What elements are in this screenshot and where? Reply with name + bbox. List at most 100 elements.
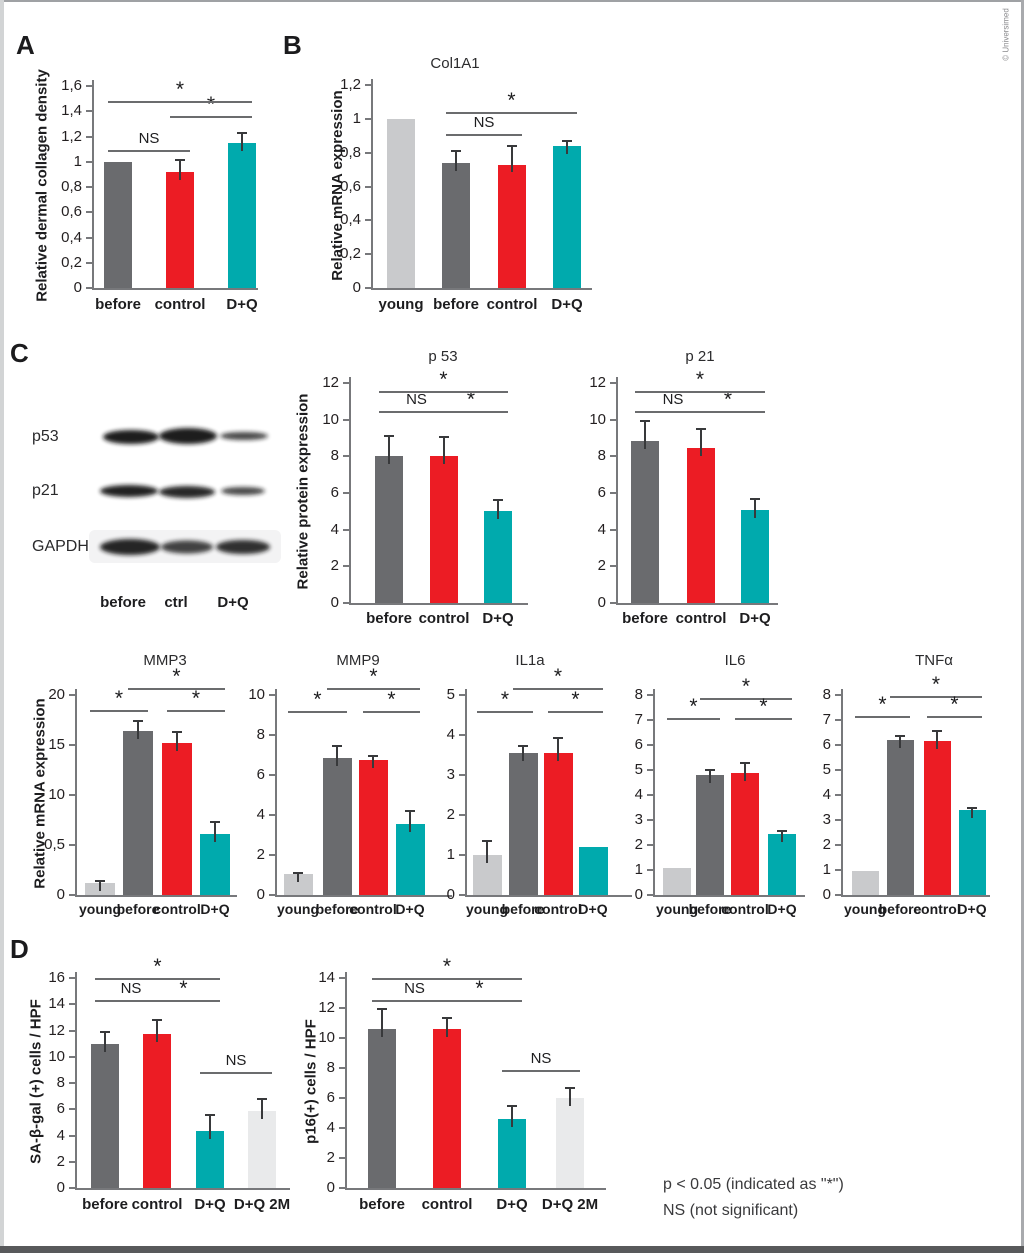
p21-sig-line (691, 410, 765, 413)
IL1a-x-axis (465, 895, 632, 897)
blot-band (103, 430, 159, 444)
D1-ytick-label: 10 (48, 1047, 65, 1065)
p21-sig-label: * (695, 368, 705, 392)
border-bottom (0, 1246, 1024, 1253)
TNFa-ytick-label: 2 (822, 836, 831, 853)
p53-ytick-label: 8 (330, 447, 339, 465)
MMP3-errorcap-D+Q (210, 821, 220, 823)
IL6-errorcap-D+Q (777, 830, 787, 833)
B-errorcap-control (507, 144, 517, 147)
D2-sig-line (437, 999, 522, 1002)
D1-sig-line (95, 999, 167, 1002)
D2-ytick-mark (339, 1127, 345, 1129)
IL1a-errorbar-before (522, 746, 524, 761)
p53-ytick-label: 12 (322, 374, 339, 391)
panel-label-c: C (10, 338, 29, 368)
p21-bar-control (687, 448, 715, 603)
D1-ytick-label: 0 (56, 1179, 65, 1196)
border-right (1021, 0, 1024, 1253)
D2-sig-line (372, 999, 457, 1002)
IL6-xlabel-young: young (656, 901, 698, 917)
MMP9-xlabel-control: control (349, 901, 397, 917)
A-ytick-mark (86, 85, 92, 87)
MMP9-sig-line (363, 711, 420, 713)
p53-ytick-mark (343, 418, 349, 421)
p21-sig-line (635, 391, 765, 394)
TNFa-sig-label: * (950, 693, 959, 717)
B-ytick-mark (365, 219, 371, 222)
MMP3-errorbar-control (176, 732, 178, 751)
A-sig-label: * (206, 93, 216, 117)
D2-errorbar-D+Q (511, 1105, 513, 1127)
TNFa-sig-label: * (878, 693, 887, 717)
p53-xlabel-before: before (366, 610, 412, 627)
B-ytick-mark (365, 151, 371, 154)
p53-ytick-mark (343, 602, 349, 604)
A-ytick-mark (86, 261, 92, 264)
TNFa-errorbar-D+Q (971, 807, 973, 818)
A-y-axis (92, 80, 94, 288)
blot-band (221, 487, 265, 495)
D2-bar-D+Q (498, 1119, 526, 1188)
B-title: Col1A1 (430, 55, 480, 72)
D1-y-axis-label: SA-β-gal (+) cells / HPF (27, 999, 45, 1164)
IL6-errorbar-control (744, 762, 746, 781)
A-errorcap-control (175, 159, 185, 162)
TNFa-ytick-mark (835, 819, 841, 821)
p21-errorbar-D+Q (754, 499, 756, 519)
A-ytick-label: 0,4 (61, 228, 82, 246)
IL6-xlabel-before: before (688, 901, 732, 917)
TNFa-bar-control (923, 741, 951, 895)
IL1a-sig-line (513, 688, 603, 691)
p21-sig-label: NS (662, 390, 684, 408)
TNFa-ytick-label: 3 (822, 811, 831, 828)
B-bar-control (498, 164, 526, 288)
D2-ytick-mark (339, 1007, 345, 1009)
D1-sig-label: * (153, 955, 162, 978)
D1-ytick-mark (69, 1160, 75, 1163)
MMP9-ytick-mark (269, 694, 275, 696)
D2-ytick-label: 8 (326, 1059, 335, 1076)
blot-band (159, 428, 217, 444)
MMP9-ytick-mark (269, 854, 275, 856)
p53-bar-D+Q (484, 511, 512, 603)
D2-y-axis-label: p16(+) cells / HPF (302, 1019, 320, 1144)
A-bar-before (104, 161, 132, 288)
D1-errorcap-before (100, 1031, 110, 1034)
copyright-text: © Universimed (1001, 8, 1011, 61)
p21-ytick-mark (610, 492, 616, 494)
IL6-errorbar-before (709, 770, 711, 783)
blot-lane-label-D+Q: D+Q (217, 594, 249, 611)
TNFa-ytick-mark (835, 869, 841, 871)
IL6-ytick-label: 2 (634, 836, 643, 853)
blot-lane-label-before: before (100, 594, 146, 611)
IL1a-sig-line (477, 711, 533, 713)
D2-y-axis (345, 972, 347, 1188)
B-xlabel-young: young (378, 296, 424, 313)
A-sig-line (108, 101, 252, 104)
p53-ytick-label: 4 (330, 520, 339, 538)
p53-errorcap-before (384, 435, 394, 438)
p21-ytick-label: 12 (589, 374, 606, 391)
IL1a-sig-label: * (571, 688, 580, 711)
p21-xlabel-D+Q: D+Q (739, 610, 771, 627)
MMP3-errorcap-young (95, 880, 105, 882)
TNFa-ytick-mark (835, 694, 841, 696)
MMP3-sig-line (90, 710, 148, 712)
B-errorcap-before (451, 149, 461, 152)
p21-ytick-mark (610, 528, 616, 531)
border-left (0, 0, 4, 1253)
A-ytick-label: 0,6 (61, 203, 82, 221)
D1-ytick-mark (69, 977, 75, 979)
TNFa-ytick-mark (835, 769, 841, 771)
MMP3-ytick-label: 15 (48, 736, 65, 753)
MMP9-sig-line (288, 711, 347, 713)
D2-ytick-label: 6 (326, 1089, 335, 1106)
IL6-ytick-label: 4 (634, 786, 643, 803)
p53-ytick-mark (343, 565, 349, 568)
IL6-sig-line (667, 717, 720, 720)
MMP3-ytick-mark (69, 794, 75, 796)
IL1a-xlabel-before: before (501, 901, 545, 917)
p53-ytick-label: 0 (330, 594, 339, 611)
D2-ytick-label: 0 (326, 1179, 335, 1196)
